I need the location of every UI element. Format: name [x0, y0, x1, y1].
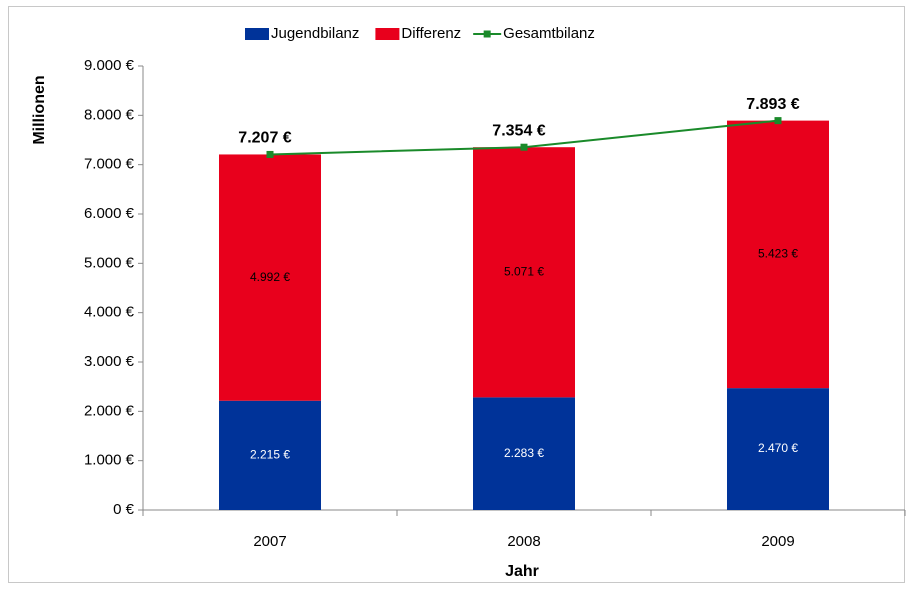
y-tick-label: 4.000 € [84, 304, 135, 321]
bar-segment [473, 397, 575, 510]
bar-value-label: 4.992 € [250, 270, 290, 284]
y-tick-label: 9.000 € [84, 57, 135, 74]
legend-label: Differenz [401, 25, 461, 42]
x-axis-title: Jahr [505, 563, 539, 580]
line-value-label: 7.893 € [746, 96, 799, 113]
legend-marker [483, 30, 491, 38]
y-tick-label: 7.000 € [84, 156, 135, 173]
legend-label: Gesamtbilanz [503, 25, 595, 42]
legend-label: Jugendbilanz [271, 25, 359, 42]
y-tick-label: 6.000 € [84, 205, 135, 222]
x-tick-label: 2007 [253, 533, 286, 550]
bar-segment [727, 388, 829, 510]
bar-value-label: 5.071 € [504, 264, 544, 278]
line-value-label: 7.354 € [492, 122, 545, 139]
line-marker [774, 117, 782, 125]
bar-value-label: 2.215 € [250, 448, 290, 462]
y-tick-label: 1.000 € [84, 452, 135, 469]
y-tick-label: 0 € [113, 501, 135, 518]
line-value-label: 7.207 € [238, 130, 291, 147]
y-tick-label: 5.000 € [84, 254, 135, 271]
line-marker [266, 150, 274, 158]
y-tick-label: 8.000 € [84, 106, 135, 123]
y-axis-title: Millionen [31, 75, 48, 144]
legend-swatch [245, 28, 269, 40]
x-tick-label: 2009 [761, 533, 794, 550]
bar-value-label: 5.423 € [758, 247, 798, 261]
bar-segment [473, 147, 575, 398]
x-tick-label: 2008 [507, 533, 540, 550]
y-tick-label: 2.000 € [84, 402, 135, 419]
bar-segment [219, 400, 321, 510]
bar-segment [219, 154, 321, 401]
bar-segment [727, 120, 829, 389]
legend-swatch [375, 28, 400, 40]
line-marker [520, 143, 528, 151]
y-tick-label: 3.000 € [84, 353, 135, 370]
bar-value-label: 2.470 € [758, 441, 798, 455]
bar-value-label: 2.283 € [504, 446, 544, 460]
